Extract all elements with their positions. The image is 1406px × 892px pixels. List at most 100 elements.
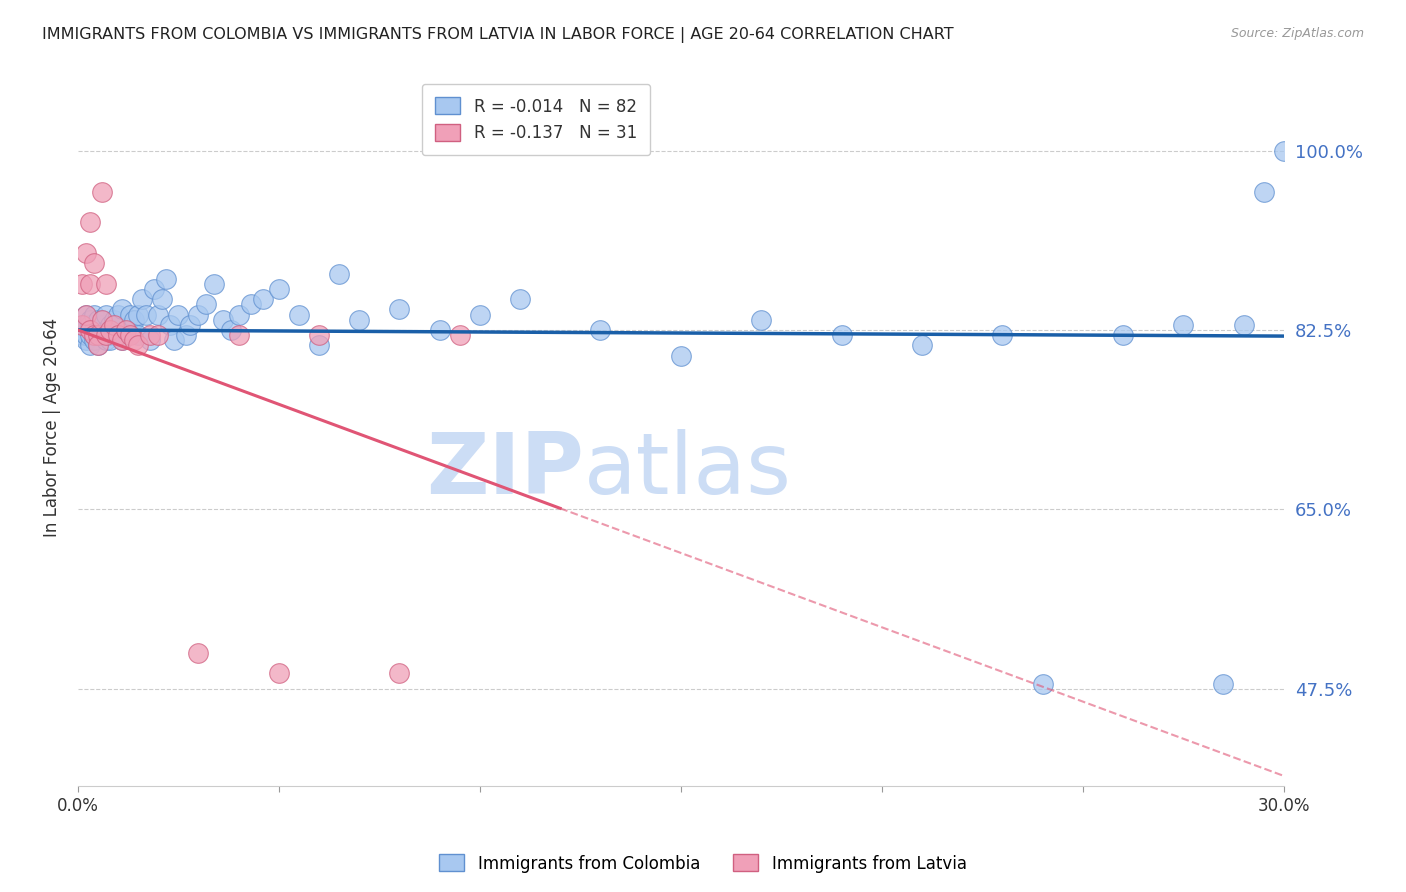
Point (111, 333, 134, 347)
Point (388, 302, 411, 317)
Point (75, 246, 97, 260)
Point (239, 297, 262, 311)
Point (288, 308, 311, 322)
Point (79, 312, 101, 326)
Point (127, 328, 149, 343)
Text: ZIP: ZIP (426, 429, 585, 512)
Point (79, 277, 101, 291)
Point (176, 328, 198, 343)
Point (90, 312, 112, 326)
Point (195, 297, 218, 311)
Point (87, 338, 110, 352)
Point (94, 323, 117, 337)
Point (1272, 144, 1295, 158)
Point (75, 328, 97, 343)
Point (267, 666, 290, 681)
Point (83, 328, 105, 343)
Point (107, 328, 129, 343)
Point (107, 328, 129, 343)
Point (83, 333, 105, 347)
Point (79, 318, 101, 332)
Point (669, 349, 692, 363)
Point (111, 302, 134, 317)
Point (1232, 318, 1254, 332)
Point (135, 308, 157, 322)
Point (911, 338, 934, 352)
Legend: Immigrants from Colombia, Immigrants from Latvia: Immigrants from Colombia, Immigrants fro… (433, 847, 973, 880)
Point (211, 312, 233, 326)
Point (75, 333, 97, 347)
Point (143, 282, 166, 296)
Point (1032, 676, 1054, 690)
Point (159, 318, 181, 332)
Point (1173, 318, 1195, 332)
Point (131, 292, 153, 306)
Point (98, 333, 121, 347)
Point (1112, 328, 1135, 343)
Point (79, 323, 101, 337)
Point (79, 338, 101, 352)
Point (328, 267, 350, 281)
Point (148, 328, 170, 343)
Point (70, 318, 93, 332)
Point (449, 328, 471, 343)
Y-axis label: In Labor Force | Age 20-64: In Labor Force | Age 20-64 (44, 318, 60, 537)
Point (187, 308, 209, 322)
Point (107, 308, 129, 322)
Point (115, 323, 138, 337)
Point (98, 328, 121, 343)
Point (831, 328, 853, 343)
Point (118, 328, 141, 343)
Point (79, 328, 101, 343)
Point (87, 312, 110, 326)
Point (103, 323, 125, 337)
Point (150, 292, 173, 306)
Point (90, 185, 112, 199)
Point (308, 338, 330, 352)
Point (70, 323, 93, 337)
Point (347, 312, 370, 326)
Point (167, 308, 190, 322)
Point (187, 646, 209, 660)
Point (90, 318, 112, 332)
Point (308, 328, 330, 343)
Point (115, 323, 138, 337)
Point (127, 308, 149, 322)
Point (98, 323, 121, 337)
Point (79, 323, 101, 337)
Point (139, 333, 162, 347)
Point (87, 338, 110, 352)
Point (163, 333, 186, 347)
Point (228, 308, 250, 322)
Point (87, 328, 110, 343)
Point (388, 666, 411, 681)
Point (204, 277, 226, 291)
Point (103, 312, 125, 326)
Point (1253, 185, 1275, 199)
Point (589, 323, 612, 337)
Point (252, 292, 274, 306)
Point (75, 308, 97, 322)
Point (83, 308, 105, 322)
Point (155, 271, 177, 285)
Point (87, 323, 110, 337)
Legend: R = -0.014   N = 82, R = -0.137   N = 31: R = -0.014 N = 82, R = -0.137 N = 31 (422, 84, 650, 155)
Point (228, 328, 250, 343)
Point (118, 308, 141, 322)
Point (179, 318, 201, 332)
Point (79, 215, 101, 229)
Point (509, 292, 531, 306)
Point (468, 308, 491, 322)
Point (103, 318, 125, 332)
Point (87, 328, 110, 343)
Point (94, 328, 117, 343)
Point (70, 277, 93, 291)
Point (267, 282, 290, 296)
Text: Source: ZipAtlas.com: Source: ZipAtlas.com (1230, 27, 1364, 40)
Point (219, 323, 242, 337)
Point (83, 328, 105, 343)
Point (70, 328, 93, 343)
Text: IMMIGRANTS FROM COLOMBIA VS IMMIGRANTS FROM LATVIA IN LABOR FORCE | AGE 20-64 CO: IMMIGRANTS FROM COLOMBIA VS IMMIGRANTS F… (42, 27, 953, 43)
Point (122, 333, 145, 347)
Point (83, 256, 105, 270)
